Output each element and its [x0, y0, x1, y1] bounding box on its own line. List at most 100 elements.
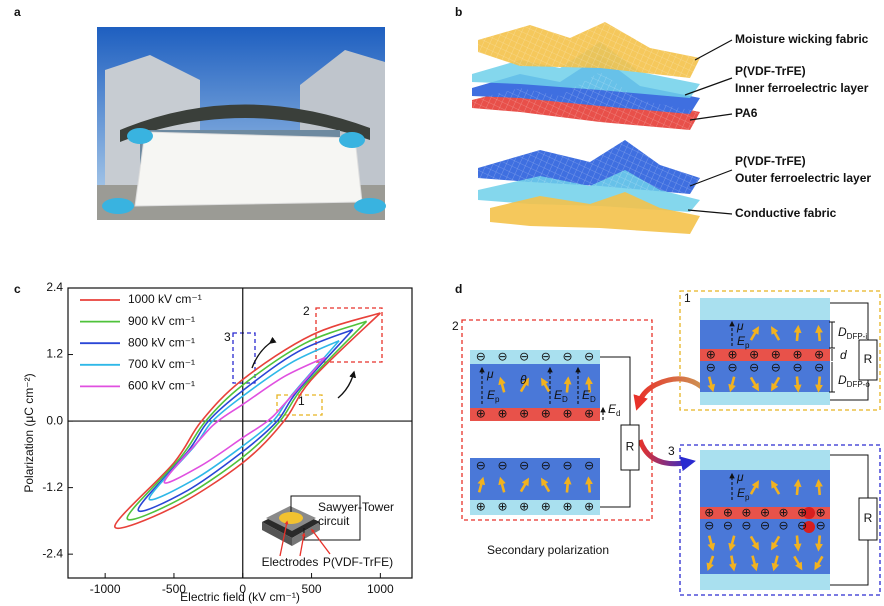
dipole-arrow	[819, 482, 820, 495]
dipole-arrow	[797, 482, 798, 495]
layer-film	[470, 500, 600, 515]
positive-charge: ⊕	[792, 348, 802, 362]
negative-charge: ⊖	[706, 361, 716, 375]
layer-label: PA6	[735, 106, 758, 120]
negative-charge: ⊖	[792, 361, 802, 375]
box-3	[233, 333, 255, 383]
negative-charge: ⊖	[797, 519, 807, 533]
negative-charge: ⊖	[584, 459, 594, 473]
positive-charge: ⊕	[497, 500, 507, 514]
legend-label: 600 kV cm⁻¹	[128, 379, 195, 393]
layer-pa6	[700, 349, 830, 361]
resistor-label: R	[626, 440, 635, 454]
negative-charge: ⊖	[704, 519, 714, 533]
negative-charge: ⊖	[771, 361, 781, 375]
positive-charge: ⊕	[706, 348, 716, 362]
layer-label: Outer ferroelectric layer	[735, 171, 871, 185]
panel-label: a	[14, 5, 21, 19]
inset-electrode	[279, 512, 303, 524]
negative-charge: ⊖	[541, 459, 551, 473]
layer-label: P(VDF-TrFE)	[735, 154, 806, 168]
fabric	[135, 132, 362, 206]
negative-charge: ⊖	[749, 361, 759, 375]
x-tick-label: 500	[302, 582, 322, 596]
positive-charge: ⊕	[476, 500, 486, 514]
positive-charge: ⊕	[741, 506, 751, 520]
dipole-arrow	[819, 328, 820, 341]
legend-label: 900 kV cm⁻¹	[128, 314, 195, 328]
negative-charge: ⊖	[476, 459, 486, 473]
negative-charge: ⊖	[497, 350, 507, 364]
panel-label: d	[455, 282, 462, 296]
layer-pa6	[470, 408, 600, 421]
negative-charge: ⊖	[562, 459, 572, 473]
layer-ferro	[700, 320, 830, 349]
positive-charge: ⊕	[541, 500, 551, 514]
negative-charge: ⊖	[816, 519, 826, 533]
layer-ferro	[470, 458, 600, 500]
symbol-label: μ	[736, 319, 744, 333]
negative-charge: ⊖	[741, 519, 751, 533]
negative-charge: ⊖	[779, 519, 789, 533]
negative-charge: ⊖	[519, 459, 529, 473]
dipole-arrow	[589, 480, 590, 493]
positive-charge: ⊕	[723, 506, 733, 520]
symbol-subscript: d	[616, 409, 620, 418]
positive-charge: ⊕	[476, 407, 486, 421]
dipole-arrow	[797, 377, 798, 390]
negative-charge: ⊖	[814, 361, 824, 375]
negative-charge: ⊖	[476, 350, 486, 364]
negative-charge: ⊖	[497, 459, 507, 473]
glove	[354, 198, 386, 214]
x-axis-title: Electric field (kV cm⁻¹)	[180, 590, 300, 604]
dipole-arrow	[797, 536, 798, 549]
x-tick-label: 1000	[367, 582, 394, 596]
symbol-subscript: DFP-o	[847, 380, 871, 389]
legend-label: 1000 kV cm⁻¹	[128, 292, 202, 306]
x-tick-label: -1000	[90, 582, 121, 596]
symbol-label: d	[840, 348, 847, 362]
positive-charge: ⊕	[816, 506, 826, 520]
state-number: 1	[684, 291, 691, 305]
caption: Secondary polarization	[487, 543, 609, 557]
dipole-arrow	[567, 380, 568, 393]
layer-label: Moisture wicking fabric	[735, 32, 869, 46]
symbol-subscript: D	[590, 395, 596, 404]
legend-label: 800 kV cm⁻¹	[128, 335, 195, 349]
box-number: 2	[303, 304, 310, 318]
y-tick-label: -1.2	[42, 480, 63, 494]
leader-line	[695, 40, 732, 60]
negative-charge: ⊖	[519, 350, 529, 364]
legend-label: 700 kV cm⁻¹	[128, 357, 195, 371]
negative-charge: ⊖	[584, 350, 594, 364]
negative-charge: ⊖	[727, 361, 737, 375]
layer-label: Conductive fabric	[735, 206, 837, 220]
loop-line	[164, 357, 325, 483]
layer-film	[470, 350, 600, 364]
inset-label: Electrodes	[262, 555, 319, 569]
positive-charge: ⊕	[760, 506, 770, 520]
positive-charge: ⊕	[541, 407, 551, 421]
layer-label: Inner ferroelectric layer	[735, 81, 869, 95]
direction-arrow	[338, 372, 354, 398]
symbol-subscript: D	[562, 395, 568, 404]
positive-charge: ⊕	[814, 348, 824, 362]
inset-pointer	[312, 530, 330, 554]
layer-ferro	[700, 470, 830, 507]
symbol-label: μ	[486, 367, 494, 381]
positive-charge: ⊕	[797, 506, 807, 520]
box-number: 1	[298, 394, 305, 408]
dipole-arrow	[819, 536, 820, 549]
negative-charge: ⊖	[760, 519, 770, 533]
fabric-layers	[472, 22, 732, 234]
panel-label: c	[14, 282, 21, 296]
positive-charge: ⊕	[562, 500, 572, 514]
layer-film	[700, 574, 830, 590]
negative-charge: ⊖	[723, 519, 733, 533]
positive-charge: ⊕	[771, 348, 781, 362]
y-tick-label: 0.0	[46, 413, 63, 427]
symbol-label: μ	[736, 470, 744, 484]
glove	[102, 198, 134, 214]
photo	[97, 27, 386, 220]
positive-charge: ⊕	[749, 348, 759, 362]
